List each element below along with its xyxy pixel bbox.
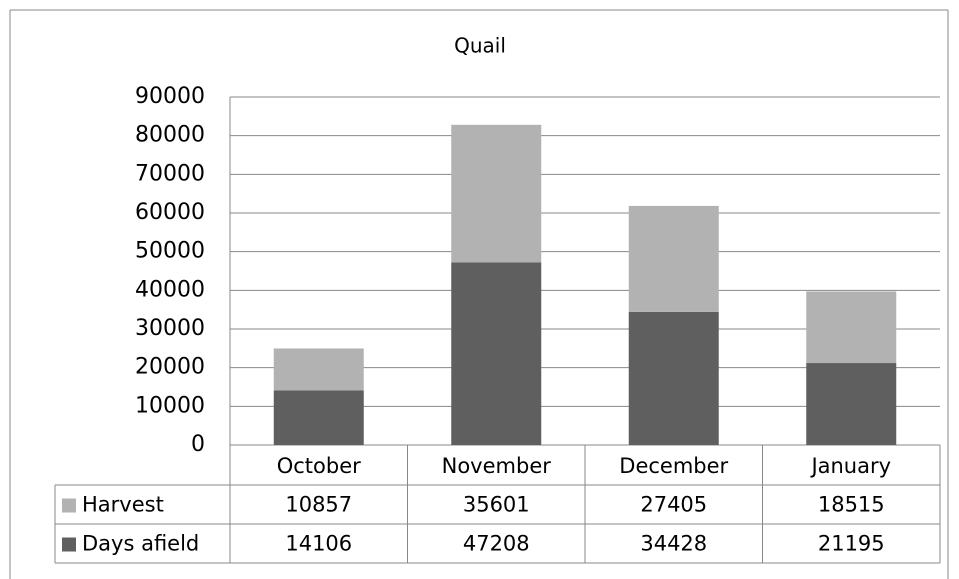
- y-tick-label: 80000: [135, 123, 205, 148]
- bar-segment: [628, 205, 719, 312]
- table-value: 10857: [285, 493, 352, 517]
- bar-segment: [806, 291, 897, 364]
- table-value: 47208: [463, 532, 530, 556]
- x-tick-label: October: [277, 454, 361, 478]
- y-tick-label: 20000: [135, 355, 205, 380]
- table-value: 14106: [285, 532, 352, 556]
- table-value: 35601: [463, 493, 530, 517]
- legend-label: Days afield: [82, 532, 199, 556]
- y-tick-label: 70000: [135, 161, 205, 186]
- x-tick-label: January: [809, 454, 891, 478]
- y-tick-label: 40000: [135, 277, 205, 302]
- y-tick-label: 90000: [135, 84, 205, 109]
- legend-swatch: [62, 498, 76, 513]
- bar-segment: [628, 311, 719, 445]
- chart-title: Quail: [454, 34, 506, 58]
- y-tick-label: 0: [191, 432, 205, 457]
- bar-segment: [451, 262, 542, 445]
- y-tick-label: 60000: [135, 200, 205, 225]
- x-tick-label: December: [619, 454, 728, 478]
- y-tick-label: 10000: [135, 393, 205, 418]
- y-tick-label: 30000: [135, 316, 205, 341]
- table-value: 27405: [640, 493, 707, 517]
- bar-segment: [273, 390, 364, 445]
- y-tick-label: 50000: [135, 239, 205, 264]
- bar-segment: [806, 363, 897, 445]
- table-value: 34428: [640, 532, 707, 556]
- x-tick-label: November: [442, 454, 552, 478]
- legend-swatch: [62, 537, 76, 552]
- legend-label: Harvest: [82, 493, 164, 517]
- bar-segment: [451, 124, 542, 263]
- table-value: 18515: [818, 493, 885, 517]
- table-value: 21195: [818, 532, 885, 556]
- bar-segment: [273, 348, 364, 391]
